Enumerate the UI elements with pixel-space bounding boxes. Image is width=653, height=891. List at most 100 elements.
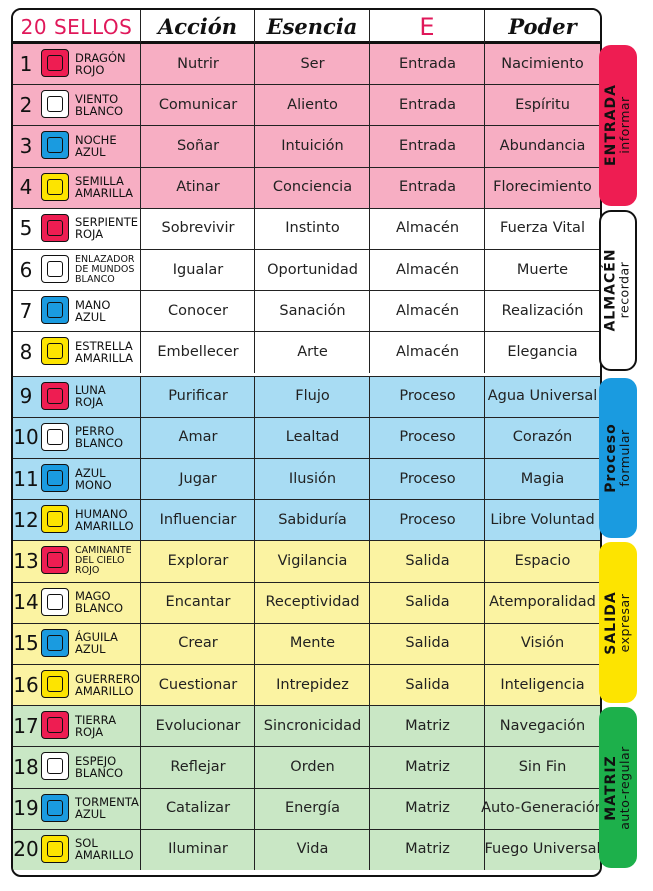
seal-name: ENLAZADOR DE MUNDOS BLANCO xyxy=(75,249,141,290)
seal-name-line: PERRO xyxy=(75,424,115,439)
glyph-inner-icon xyxy=(47,387,63,404)
glyph-inner-icon xyxy=(47,343,63,360)
glyph-inner-icon xyxy=(47,261,63,277)
row-divider xyxy=(13,41,600,44)
column-divider xyxy=(484,705,485,747)
column-divider xyxy=(484,207,485,249)
glyph-inner-icon xyxy=(47,470,63,486)
cell-poder: Navegación xyxy=(499,717,586,734)
column-divider xyxy=(484,125,485,167)
header-divider xyxy=(140,10,141,43)
cell-accion: Igualar xyxy=(172,261,224,278)
column-divider xyxy=(254,499,255,541)
row-divider xyxy=(13,249,600,250)
sidebar-label: ALMACÉN recordar xyxy=(603,249,632,332)
glyph-inner-icon xyxy=(47,137,63,154)
row-divider xyxy=(13,622,600,624)
seal-name-line: ROJO xyxy=(75,62,105,77)
seal-number: 17 xyxy=(13,713,39,738)
sidebar-group-3: Proceso formular xyxy=(599,377,637,539)
seal-name: NOCHE AZUL xyxy=(75,125,141,166)
cell-esencia: Sabiduría xyxy=(278,511,347,528)
cell-poder: Corazón xyxy=(512,429,573,446)
column-divider xyxy=(140,416,141,458)
seal-name: ÁGUILA AZUL xyxy=(75,623,141,664)
sidebar-subtitle: formular xyxy=(617,429,632,487)
column-divider xyxy=(484,331,485,373)
seal-glyph-icon xyxy=(41,464,69,492)
column-divider xyxy=(254,375,255,417)
cell-accion: Crear xyxy=(178,635,218,652)
table-row: 20 SOL AMARILLO Iluminar Vida Matriz Fuego Uni… xyxy=(13,828,600,870)
seal-number: 11 xyxy=(13,466,39,491)
sidebar-title: ENTRADA xyxy=(603,84,619,167)
cell-poder: Realización xyxy=(501,302,584,319)
seal-name: TIERRA ROJA xyxy=(75,705,141,746)
seal-glyph-icon xyxy=(41,49,69,77)
seal-number: 8 xyxy=(19,339,33,364)
seal-name: MANO AZUL xyxy=(75,290,141,331)
row-divider xyxy=(13,290,600,292)
seal-name: VIENTO BLANCO xyxy=(75,84,141,125)
column-divider xyxy=(140,84,141,126)
glyph-inner-icon xyxy=(47,676,63,692)
table-header: 20 SELLOS Acción Esencia E Poder xyxy=(13,10,600,43)
seal-name: ESPEJO BLANCO xyxy=(75,746,141,787)
column-divider xyxy=(484,458,485,500)
seal-number: 2 xyxy=(19,92,33,117)
cell-accion: Evolucionar xyxy=(155,717,241,734)
cell-poder: Atemporalidad xyxy=(489,594,596,611)
column-divider xyxy=(140,499,141,541)
cell-esencia: Arte xyxy=(297,343,328,360)
seal-name: MAGO BLANCO xyxy=(75,582,141,623)
column-divider xyxy=(140,125,141,167)
seal-name: DRAGÓN ROJO xyxy=(75,43,141,84)
seal-name-line: BLANCO xyxy=(75,765,124,780)
column-divider xyxy=(254,746,255,788)
table-row: 2 VIENTO BLANCO Comunicar Aliento Entrada Espí… xyxy=(13,84,600,126)
column-divider xyxy=(369,43,370,85)
column-divider xyxy=(369,166,370,208)
header-accion: Acción xyxy=(157,14,238,39)
cell-e: Salida xyxy=(405,594,450,611)
seal-name: HUMANO AMARILLO xyxy=(75,499,141,540)
cell-poder: Nacimiento xyxy=(501,55,584,72)
seal-name: AZUL MONO xyxy=(75,458,141,499)
seal-number: 9 xyxy=(19,384,33,409)
column-divider xyxy=(254,828,255,870)
cell-e: Entrada xyxy=(399,55,456,72)
column-divider xyxy=(484,84,485,126)
column-divider xyxy=(369,540,370,582)
cell-e: Matriz xyxy=(405,758,450,775)
seal-number: 1 xyxy=(19,51,33,76)
seal-name-line: MAGO xyxy=(75,589,111,604)
cell-esencia: Vigilancia xyxy=(277,552,348,569)
cell-esencia: Orden xyxy=(290,758,335,775)
header-esencia: Esencia xyxy=(266,14,358,39)
column-divider xyxy=(369,290,370,332)
seal-name-line: AMARILLA xyxy=(75,350,133,365)
column-divider xyxy=(140,581,141,623)
column-divider xyxy=(484,581,485,623)
cell-esencia: Intrepidez xyxy=(276,676,349,693)
seal-glyph-icon xyxy=(41,834,69,863)
column-divider xyxy=(369,622,370,664)
column-divider xyxy=(254,290,255,332)
row-divider xyxy=(13,746,600,748)
header-divider xyxy=(254,10,255,43)
column-divider xyxy=(254,331,255,373)
seal-name-line: AMARILLO xyxy=(75,848,134,863)
cell-accion: Conocer xyxy=(168,302,228,319)
column-divider xyxy=(484,828,485,870)
seal-name-line: SERPIENTE xyxy=(75,215,139,230)
column-divider xyxy=(369,458,370,500)
seal-number: 18 xyxy=(13,754,39,779)
cell-accion: Influenciar xyxy=(159,511,237,528)
seal-glyph-icon xyxy=(41,296,69,325)
column-divider xyxy=(484,290,485,332)
column-divider xyxy=(484,622,485,664)
glyph-inner-icon xyxy=(47,717,63,734)
cell-poder: Visión xyxy=(520,635,565,652)
cell-esencia: Oportunidad xyxy=(267,261,358,278)
row-divider xyxy=(13,125,600,127)
